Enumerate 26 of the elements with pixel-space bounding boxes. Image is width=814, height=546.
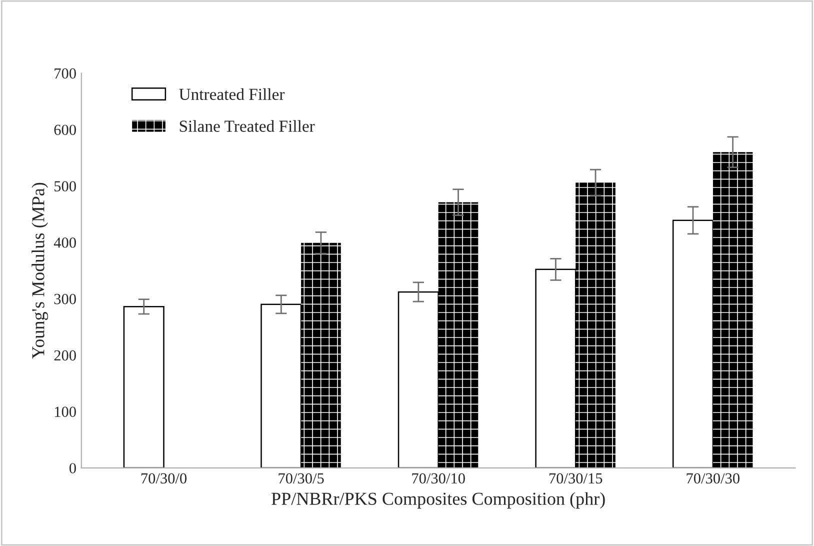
bar	[398, 291, 439, 468]
x-tick-label: 70/30/10	[412, 473, 465, 484]
bar	[123, 306, 164, 468]
y-tick-label: 300	[54, 294, 76, 304]
y-tick-label: 700	[54, 68, 76, 79]
bar	[301, 242, 341, 468]
y-tick-label: 500	[54, 181, 76, 192]
y-tick-label: 0	[69, 463, 76, 474]
bar	[672, 220, 714, 468]
bar	[712, 152, 753, 468]
x-tick-label: 70/30/5	[278, 473, 324, 484]
y-axis-title: Young's Modulus (MPa)	[32, 182, 48, 359]
legend-label: Silane Treated Filler	[180, 120, 315, 132]
bar	[438, 202, 478, 468]
y-tick-label: 600	[54, 124, 76, 136]
x-tick-label: 70/30/15	[549, 473, 602, 484]
y-tick-label: 400	[54, 237, 76, 248]
x-axis-title: PP/NBRr/PKS Composites Composition (phr)	[272, 492, 605, 509]
y-tick-label: 200	[54, 350, 76, 361]
y-tick-label: 100	[54, 406, 76, 417]
x-tick-label: 70/30/30	[686, 473, 740, 484]
x-tick-label: 70/30/0	[141, 473, 187, 484]
legend-label: Untreated Filler	[179, 88, 285, 100]
bar	[576, 182, 616, 468]
bar	[260, 304, 302, 468]
bar	[535, 268, 576, 468]
